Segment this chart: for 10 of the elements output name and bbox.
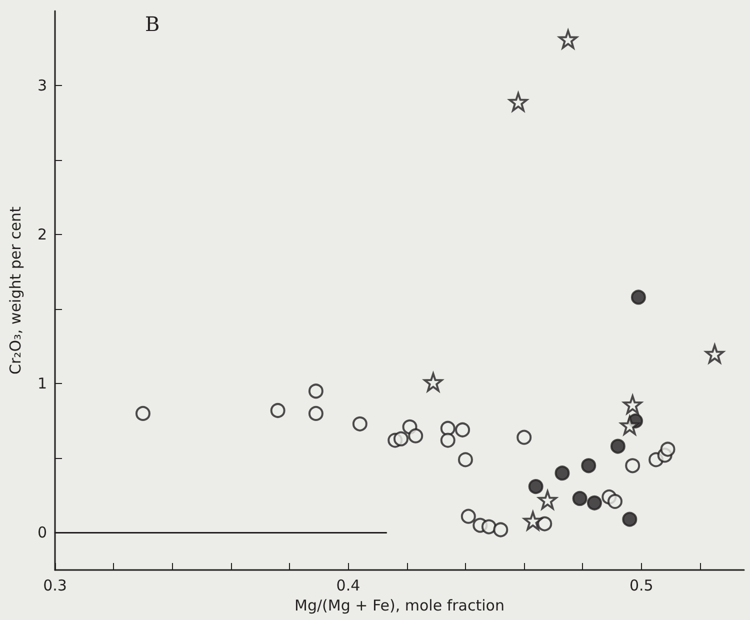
y-axis-title: Cr₂O₃, weight per cent	[6, 206, 24, 374]
x-axis-title: Mg/(Mg + Fe), mole fraction	[294, 596, 504, 614]
y-tick-label: 3	[37, 76, 47, 95]
y-tick-label: 1	[37, 374, 47, 393]
x-tick-label: 0.4	[336, 576, 360, 594]
y-tick-label: 2	[37, 226, 47, 244]
x-tick-label: 0.5	[629, 576, 654, 594]
annotation: B	[145, 12, 160, 36]
y-tick-label: 0	[37, 524, 47, 542]
x-tick-label: 0.3	[43, 576, 67, 594]
